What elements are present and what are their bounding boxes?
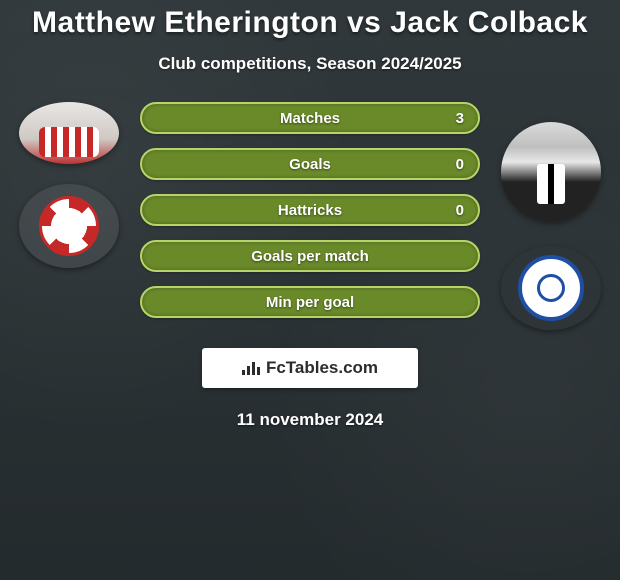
page-title: Matthew Etherington vs Jack Colback	[32, 6, 588, 40]
stat-row: Matches 3	[140, 102, 480, 134]
stats-list: Matches 3 Goals 0 Hattricks 0 Goals per match M…	[140, 102, 480, 318]
comparison-row: Matches 3 Goals 0 Hattricks 0 Goals per match M…	[0, 102, 620, 330]
stat-row: Hattricks 0	[140, 194, 480, 226]
stat-label: Hattricks	[278, 202, 342, 219]
stat-row: Min per goal	[140, 286, 480, 318]
date-label: 11 november 2024	[237, 410, 383, 430]
left-player-column	[4, 102, 134, 268]
stat-value: 3	[456, 110, 464, 127]
stat-row: Goals per match	[140, 240, 480, 272]
stat-label: Matches	[280, 110, 340, 127]
brand-badge: FcTables.com	[202, 348, 418, 388]
stat-value: 0	[456, 202, 464, 219]
right-player-column	[486, 102, 616, 330]
brand-text: FcTables.com	[266, 358, 378, 378]
stat-label: Goals per match	[251, 248, 369, 265]
player-avatar-right	[501, 122, 601, 222]
club-badge-right	[501, 246, 601, 330]
player-avatar-left	[19, 102, 119, 164]
subtitle: Club competitions, Season 2024/2025	[158, 54, 461, 74]
stat-label: Min per goal	[266, 294, 354, 311]
bar-chart-icon	[242, 361, 260, 375]
stat-label: Goals	[289, 156, 331, 173]
club-badge-left	[19, 184, 119, 268]
stat-row: Goals 0	[140, 148, 480, 180]
stat-value: 0	[456, 156, 464, 173]
